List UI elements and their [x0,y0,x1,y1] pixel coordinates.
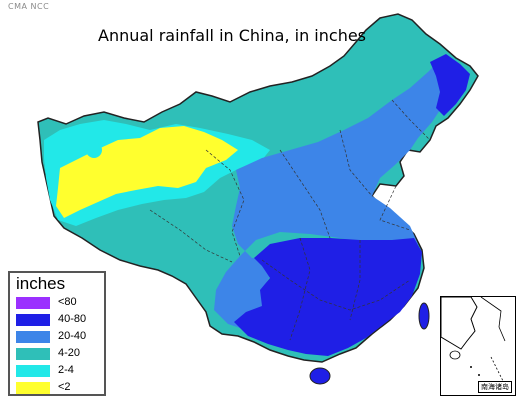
legend-label: 4-20 [58,347,81,359]
legend-item: 40-80 [16,312,104,328]
legend-label: <2 [58,381,71,393]
legend-item: <2 [16,380,104,396]
legend-item: 4-20 [16,346,104,362]
legend-label: 2-4 [58,364,74,376]
legend-label: <80 [58,296,77,308]
legend-item: 20-40 [16,329,104,345]
legend-item: 2-4 [16,363,104,379]
legend-swatch [16,348,50,360]
map-title: Annual rainfall in China, in inches [98,26,367,45]
region-40-80-north [430,54,470,116]
south-china-sea-inset: 南海诸岛 [440,296,516,396]
province-borders [149,99,431,341]
hainan-island [309,367,331,385]
map-credit: CMA NCC [8,2,50,11]
inset-map [440,296,508,394]
legend-swatch [16,365,50,377]
legend-swatch [16,331,50,343]
legend-swatch [16,297,50,309]
legend-item: <80 [16,295,104,311]
legend-label: 20-40 [58,330,87,342]
legend: inches <80 40-80 20-40 4-20 2-4 <2 [8,271,106,396]
legend-label: 40-80 [58,313,87,325]
legend-title: inches [16,274,66,293]
legend-swatch [16,314,50,326]
region-2-4-spot [86,142,102,158]
inset-label: 南海诸岛 [478,381,512,393]
legend-swatch [16,382,50,394]
region-40-80 [234,238,422,356]
taiwan-island [418,302,430,330]
